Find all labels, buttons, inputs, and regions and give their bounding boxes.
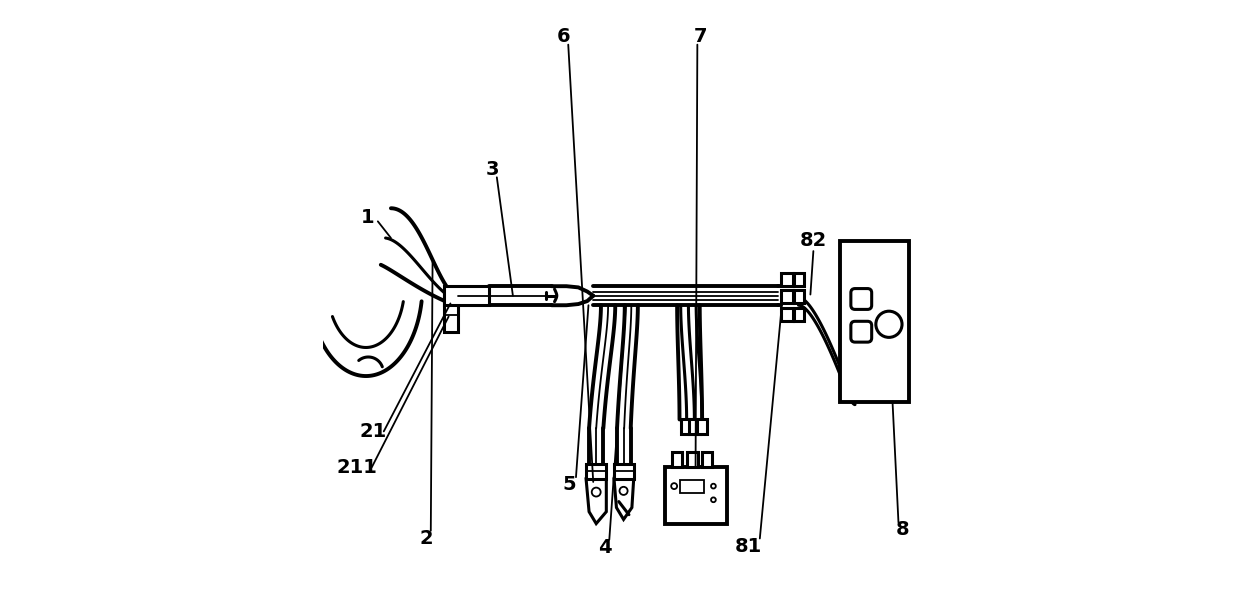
- Bar: [680, 480, 704, 493]
- Circle shape: [591, 488, 600, 496]
- Circle shape: [620, 487, 627, 495]
- Bar: [781, 273, 792, 286]
- Bar: [672, 452, 682, 467]
- Circle shape: [875, 311, 901, 337]
- Bar: [697, 419, 708, 434]
- Text: 81: 81: [734, 537, 761, 556]
- Bar: [444, 290, 458, 332]
- Text: 21: 21: [360, 422, 387, 441]
- Text: 2: 2: [420, 529, 434, 548]
- Bar: [781, 290, 792, 303]
- Bar: [689, 419, 699, 434]
- Bar: [614, 464, 634, 479]
- Text: 4: 4: [599, 538, 611, 557]
- Text: 3: 3: [485, 160, 498, 179]
- Polygon shape: [587, 479, 606, 524]
- Text: 6: 6: [557, 27, 570, 46]
- Bar: [794, 308, 805, 321]
- FancyBboxPatch shape: [851, 289, 872, 309]
- Text: 8: 8: [895, 520, 909, 539]
- Bar: [794, 290, 805, 303]
- Bar: [794, 273, 805, 286]
- Circle shape: [711, 497, 715, 502]
- Bar: [665, 467, 727, 524]
- Bar: [687, 452, 698, 467]
- Circle shape: [671, 483, 677, 489]
- Bar: [841, 241, 909, 402]
- Text: 1: 1: [361, 208, 374, 227]
- Text: 7: 7: [693, 27, 707, 46]
- Circle shape: [711, 484, 715, 488]
- Bar: [681, 419, 692, 434]
- Bar: [587, 464, 606, 479]
- Text: 211: 211: [336, 458, 377, 477]
- Polygon shape: [614, 479, 634, 519]
- Bar: [781, 308, 792, 321]
- Text: 5: 5: [563, 475, 577, 494]
- Bar: [444, 286, 489, 305]
- Bar: [702, 452, 712, 467]
- FancyBboxPatch shape: [851, 321, 872, 342]
- Text: 82: 82: [800, 231, 827, 250]
